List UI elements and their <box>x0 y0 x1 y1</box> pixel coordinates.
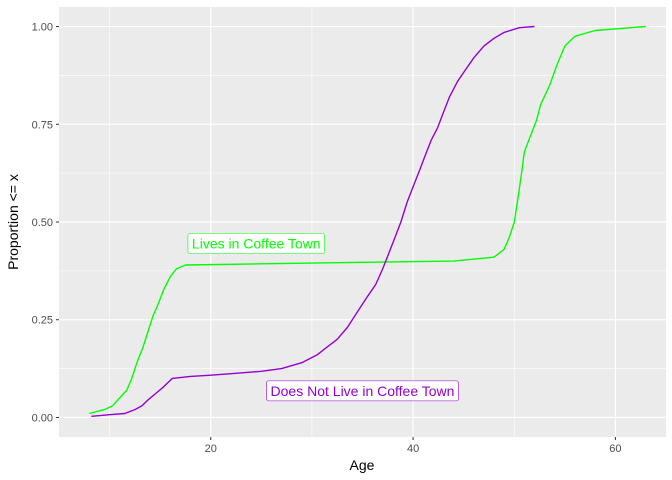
y-tick-label: 1.00 <box>32 22 53 34</box>
y-axis: 0.00 0.25 0.50 0.75 1.00 <box>32 22 59 424</box>
series-line-1 <box>91 25 535 417</box>
x-axis: 20 40 60 <box>205 437 622 455</box>
annotation-label-0: Lives in Coffee Town <box>187 233 325 254</box>
annotation-layer: Lives in Coffee Town Does Not Live in Cof… <box>187 233 459 402</box>
series-line-0 <box>89 25 646 415</box>
y-tick-label: 0.50 <box>32 217 53 229</box>
annotation-box <box>187 233 325 254</box>
x-axis-title: Age <box>350 457 375 473</box>
annotation-text: Does Not Live in Coffee Town <box>271 383 455 399</box>
x-tick-label: 40 <box>407 443 419 455</box>
y-axis-title: Proportion <= x <box>5 174 21 270</box>
major-gridlines <box>59 7 666 437</box>
x-tick-label: 60 <box>609 443 621 455</box>
annotation-label-1: Does Not Live in Coffee Town <box>266 380 459 402</box>
y-tick-label: 0.00 <box>32 412 53 424</box>
x-tick-label: 20 <box>205 443 217 455</box>
series-layer <box>89 25 646 417</box>
y-tick-label: 0.25 <box>32 315 53 327</box>
annotation-text: Lives in Coffee Town <box>192 236 321 252</box>
annotation-box <box>266 380 459 402</box>
y-tick-label: 0.75 <box>32 119 53 131</box>
